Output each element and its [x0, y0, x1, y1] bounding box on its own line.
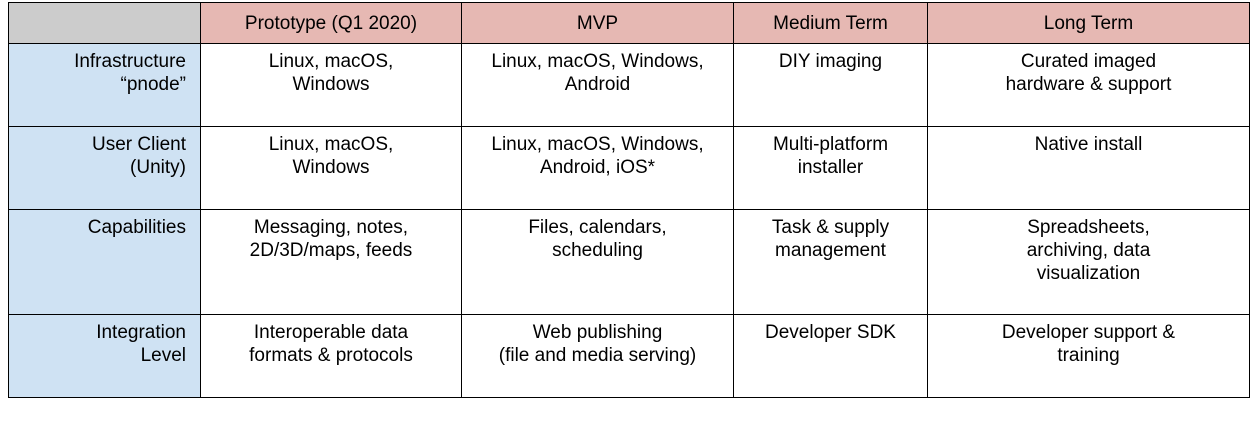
table-cell: DIY imaging: [733, 43, 928, 127]
header-mvp: MVP: [461, 2, 734, 44]
roadmap-table-container: Prototype (Q1 2020) MVP Medium Term Long…: [8, 2, 1250, 398]
table-cell: Linux, macOS, Windows, Android: [461, 43, 734, 127]
table-cell: Developer SDK: [733, 314, 928, 398]
table-cell: Native install: [927, 126, 1250, 210]
table-cell: Linux, macOS, Windows: [200, 43, 462, 127]
roadmap-table: Prototype (Q1 2020) MVP Medium Term Long…: [8, 2, 1250, 398]
header-medium-term: Medium Term: [733, 2, 928, 44]
table-cell: Task & supply management: [733, 209, 928, 315]
header-row: Prototype (Q1 2020) MVP Medium Term Long…: [8, 2, 1250, 44]
table-row: Infrastructure “pnode” Linux, macOS, Win…: [8, 43, 1250, 127]
table-cell: Linux, macOS, Windows, Android, iOS*: [461, 126, 734, 210]
table-cell: Linux, macOS, Windows: [200, 126, 462, 210]
table-row: User Client (Unity) Linux, macOS, Window…: [8, 126, 1250, 210]
row-label-infrastructure: Infrastructure “pnode”: [8, 43, 201, 127]
header-prototype: Prototype (Q1 2020): [200, 2, 462, 44]
row-label-capabilities: Capabilities: [8, 209, 201, 315]
table-cell: Interoperable data formats & protocols: [200, 314, 462, 398]
row-label-integration-level: Integration Level: [8, 314, 201, 398]
table-row: Integration Level Interoperable data for…: [8, 314, 1250, 398]
corner-cell: [8, 2, 201, 44]
table-row: Capabilities Messaging, notes, 2D/3D/map…: [8, 209, 1250, 315]
table-cell: Web publishing (file and media serving): [461, 314, 734, 398]
table-cell: Developer support & training: [927, 314, 1250, 398]
table-cell: Spreadsheets, archiving, data visualizat…: [927, 209, 1250, 315]
table-cell: Multi-platform installer: [733, 126, 928, 210]
table-cell: Files, calendars, scheduling: [461, 209, 734, 315]
table-cell: Messaging, notes, 2D/3D/maps, feeds: [200, 209, 462, 315]
row-label-user-client: User Client (Unity): [8, 126, 201, 210]
header-long-term: Long Term: [927, 2, 1250, 44]
table-cell: Curated imaged hardware & support: [927, 43, 1250, 127]
